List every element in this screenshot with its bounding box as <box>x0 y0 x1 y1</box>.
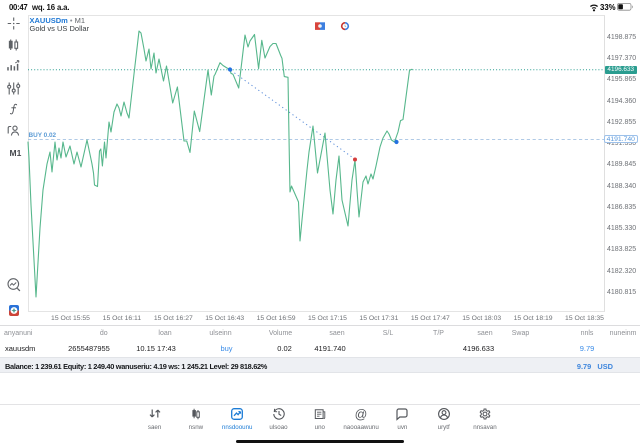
svg-text:BUY 0.02: BUY 0.02 <box>29 132 57 139</box>
svg-text:@: @ <box>355 407 368 421</box>
svg-text:M1: M1 <box>10 148 22 158</box>
